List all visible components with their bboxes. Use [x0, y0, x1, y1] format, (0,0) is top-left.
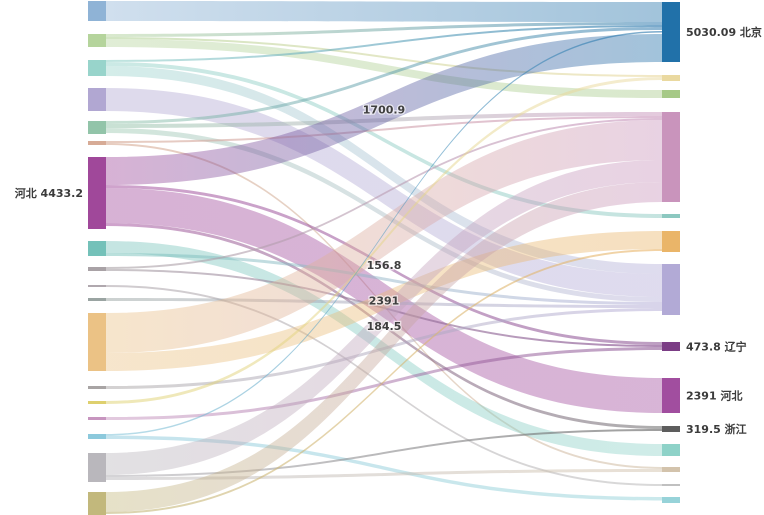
sankey-node-L18[interactable] — [88, 492, 106, 515]
sankey-node-L17[interactable] — [88, 453, 106, 482]
sankey-node-L1[interactable] — [88, 1, 106, 21]
sankey-link-L1-R1[interactable] — [106, 1, 662, 22]
sankey-link-L2-R3[interactable] — [106, 39, 662, 98]
sankey-node-L8[interactable] — [88, 241, 106, 256]
sankey-node-L6[interactable] — [88, 141, 106, 145]
sankey-node-R9-2391-河北[interactable] — [662, 378, 680, 413]
link-value-label: 184.5 — [367, 320, 402, 333]
sankey-node-L13[interactable] — [88, 386, 106, 389]
sankey-link-L16-R14[interactable] — [106, 435, 662, 501]
sankey-link-L15-R8[interactable] — [106, 347, 662, 420]
sankey-link-L16-R1[interactable] — [106, 31, 662, 436]
sankey-node-R8-473.8-辽宁[interactable] — [662, 342, 680, 351]
sankey-link-L2-R1[interactable] — [106, 22, 662, 37]
sankey-node-L14[interactable] — [88, 401, 106, 404]
sankey-node-R2[interactable] — [662, 75, 680, 81]
node-label: 319.5 浙江 — [686, 422, 747, 436]
sankey-node-R12[interactable] — [662, 467, 680, 472]
sankey-link-L18-R4[interactable] — [106, 182, 662, 512]
sankey-link-L10-R13[interactable] — [106, 285, 662, 486]
sankey-node-R14[interactable] — [662, 497, 680, 503]
sankey-node-R13[interactable] — [662, 484, 680, 486]
sankey-node-L16[interactable] — [88, 434, 106, 439]
link-value-label: 156.8 — [367, 259, 402, 272]
sankey-link-L7-R1[interactable] — [106, 34, 662, 185]
sankey-node-R11[interactable] — [662, 444, 680, 456]
sankey-node-L3[interactable] — [88, 60, 106, 76]
sankey-node-R3[interactable] — [662, 90, 680, 98]
sankey-node-L4[interactable] — [88, 88, 106, 111]
sankey-link-L18-R6[interactable] — [106, 249, 662, 514]
sankey-node-L15[interactable] — [88, 417, 106, 420]
sankey-link-L8-R7[interactable] — [106, 253, 662, 305]
node-label: 2391 河北 — [686, 389, 742, 403]
sankey-node-R7[interactable] — [662, 264, 680, 315]
sankey-link-L3-R1[interactable] — [106, 25, 662, 62]
sankey-node-R1-5030.09-北京[interactable] — [662, 2, 680, 62]
sankey-node-L11[interactable] — [88, 298, 106, 301]
sankey-link-L9-R4[interactable] — [106, 118, 662, 269]
sankey-link-L7-R8[interactable] — [106, 185, 662, 345]
sankey-link-L6-R4[interactable] — [106, 116, 662, 143]
sankey-link-L17-R10[interactable] — [106, 429, 662, 477]
node-label: 473.8 辽宁 — [686, 340, 747, 354]
sankey-node-L10[interactable] — [88, 285, 106, 287]
sankey-node-L2[interactable] — [88, 34, 106, 47]
sankey-node-R4[interactable] — [662, 112, 680, 202]
sankey-node-L5[interactable] — [88, 121, 106, 134]
link-value-label: 2391 — [369, 295, 400, 308]
sankey-node-R10-319.5-浙江[interactable] — [662, 426, 680, 432]
node-label: 河北 4433.2 — [15, 186, 83, 200]
sankey-link-L2-R2[interactable] — [106, 37, 662, 77]
sankey-link-L12-R6[interactable] — [106, 231, 662, 371]
sankey-node-L12[interactable] — [88, 313, 106, 371]
node-label: 5030.09 北京 — [686, 25, 762, 39]
sankey-link-L12-R4[interactable] — [106, 120, 662, 353]
sankey-link-L5-R1[interactable] — [106, 27, 662, 124]
sankey-link-L3-R5[interactable] — [106, 62, 662, 218]
sankey-node-R5[interactable] — [662, 214, 680, 218]
link-value-label: 1700.9 — [363, 104, 405, 117]
sankey-link-L14-R2[interactable] — [106, 77, 662, 404]
sankey-link-L17-R4[interactable] — [106, 160, 662, 475]
sankey-node-R6[interactable] — [662, 231, 680, 252]
sankey-link-L5-R7[interactable] — [106, 128, 662, 302]
sankey-node-L7-河北-4433.2[interactable] — [88, 157, 106, 229]
sankey-node-L9[interactable] — [88, 267, 106, 271]
sankey-link-L3-R7[interactable] — [106, 66, 662, 274]
